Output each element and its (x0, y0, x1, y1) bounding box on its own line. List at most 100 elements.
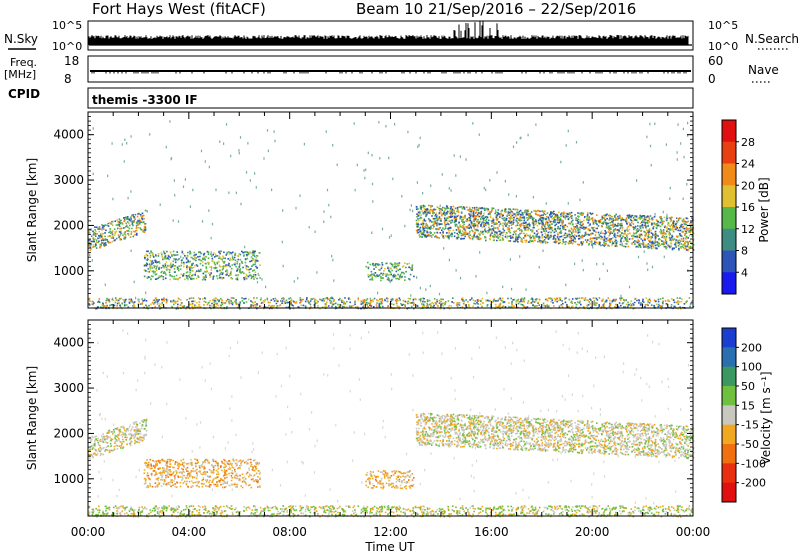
x-tick-label: 04:00 (172, 525, 207, 539)
x-tick-label: 20:00 (575, 525, 610, 539)
power-ylabel: Slant Range [km] (25, 158, 39, 262)
power-region-3-cells (415, 205, 694, 251)
power-region-0-cells (90, 212, 147, 249)
vel-colorbar-segment (722, 347, 736, 368)
velocity-colorbar-label: Velocity [m s⁻¹] (759, 371, 773, 464)
freq-trace (90, 70, 691, 74)
vel-colorbar-segment (722, 424, 736, 445)
power-colorbar-tick-label: 24 (741, 158, 755, 171)
vel-ytick-label: 4000 (53, 336, 84, 350)
velocity-panel-frame (87, 319, 694, 517)
power-colorbar-segment (722, 141, 736, 164)
velocity-scatter-data (88, 329, 695, 518)
nsearch-tick-top: 10^5 (708, 19, 738, 32)
power-colorbar-tick-label: 28 (741, 136, 755, 149)
freq-tick-top: 18 (64, 54, 79, 68)
x-tick-label: 00:00 (71, 525, 106, 539)
freq-unit: [MHz] (4, 68, 36, 81)
power-colorbar-tick-label: 4 (741, 266, 748, 279)
power-region-2-cells (367, 262, 413, 281)
x-tick-label: 12:00 (373, 525, 408, 539)
nsearch-label: N.Search (745, 32, 799, 46)
cpid-text: themis -3300 IF (92, 93, 198, 107)
power-ytick-label: 4000 (53, 128, 84, 142)
vel-region-2-cells (365, 469, 414, 490)
vel-colorbar-frame (721, 327, 737, 503)
velocity-colorbar: 200 100 50 15 -15 -50 -100 -200 (721, 327, 766, 503)
vel-colorbar-segment (722, 386, 736, 406)
nsky-tick-bottom: 10^0 (52, 40, 82, 53)
freq-label: Freq. (10, 56, 37, 69)
nave-dots (91, 72, 687, 74)
beam-date-info: Beam 10 21/Sep/2016 – 22/Sep/2016 (356, 0, 636, 18)
vel-region-1-cells (143, 458, 261, 489)
vel-colorbar-tick-label: -15 (741, 419, 759, 432)
power-region-3-cells (415, 204, 695, 252)
nave-tick-top: 60 (708, 54, 723, 68)
vel-ytick-label: 2000 (53, 426, 84, 440)
freq-panel-frame (87, 55, 694, 83)
vel-region-2-cells (366, 470, 415, 488)
vel-region-3-cells (415, 412, 695, 460)
power-colorbar-segment (722, 185, 736, 208)
power-colorbar-segment (722, 163, 736, 186)
nsky-panel-frame (87, 20, 694, 51)
vel-region-3-cells (415, 412, 695, 459)
vel-region-1-cells (143, 458, 261, 489)
vel-noise (88, 329, 693, 511)
nave-label: Nave (748, 63, 779, 77)
power-colorbar-tick-label: 8 (741, 245, 748, 258)
nsearch-tick-bottom: 10^0 (708, 40, 738, 53)
cpid-label: CPID (8, 87, 40, 101)
power-region-0-cells (88, 214, 146, 252)
velocity-ylabel: Slant Range [km] (25, 366, 39, 470)
vel-colorbar-segment (722, 444, 736, 464)
x-tick-label: 00:00 (676, 525, 711, 539)
power-colorbar-segment (722, 228, 736, 251)
power-colorbar-segment (722, 250, 736, 273)
power-y-ticks: 1000 2000 3000 4000 (53, 111, 693, 294)
power-colorbar-tick-label: 16 (741, 201, 755, 214)
power-colorbar: 28 24 20 16 12 8 4 (721, 119, 755, 295)
vel-region-0-cells (88, 418, 148, 457)
power-colorbar-segment (722, 207, 736, 230)
vel-colorbar-tick-label: 50 (741, 380, 755, 393)
vel-ytick-label: 1000 (53, 472, 84, 486)
vel-colorbar-tick-label: 15 (741, 399, 755, 412)
x-tick-label: 08:00 (272, 525, 307, 539)
nsky-bars (88, 21, 689, 45)
power-region-3-cells (415, 204, 695, 251)
vel-ytick-label: 3000 (53, 381, 84, 395)
vel-colorbar-segment (722, 366, 736, 387)
power-colorbar-tick-label: 12 (741, 223, 755, 236)
nsky-trace (88, 21, 692, 46)
power-x-ticks (87, 112, 694, 308)
power-region-2-cells (367, 262, 413, 282)
plot-title: Fort Hays West (fitACF) (92, 0, 266, 18)
power-colorbar-tick-label: 20 (741, 179, 755, 192)
x-axis-label: Time UT (364, 540, 415, 554)
cpid-panel-frame (87, 87, 694, 109)
power-colorbar-segment (722, 120, 736, 143)
vel-colorbar-segment (722, 482, 736, 503)
nsky-tick-top: 10^5 (52, 19, 82, 32)
velocity-x-ticks (87, 320, 694, 516)
vel-colorbar-segment (722, 405, 736, 426)
nave-tick-bottom: 0 (708, 72, 716, 86)
vel-region-3-cells (415, 412, 695, 459)
vel-colorbar-tick-label: 200 (741, 341, 762, 354)
vel-colorbar-segment (722, 463, 736, 484)
vel-colorbar-tick-label: 100 (741, 361, 762, 374)
power-scatter-data (88, 120, 695, 310)
vel-colorbar-tick-label: -50 (741, 438, 759, 451)
power-region-1-cells (143, 250, 261, 281)
power-ytick-label: 1000 (53, 264, 84, 278)
vel-colorbar-tick-label: -100 (741, 457, 766, 470)
power-ytick-label: 3000 (53, 173, 84, 187)
vel-colorbar-tick-label: -200 (741, 477, 766, 490)
power-colorbar-label: Power [dB] (757, 177, 771, 242)
power-region-1-cells (143, 250, 258, 281)
power-colorbar-segment (722, 272, 736, 295)
power-ytick-label: 2000 (53, 218, 84, 232)
